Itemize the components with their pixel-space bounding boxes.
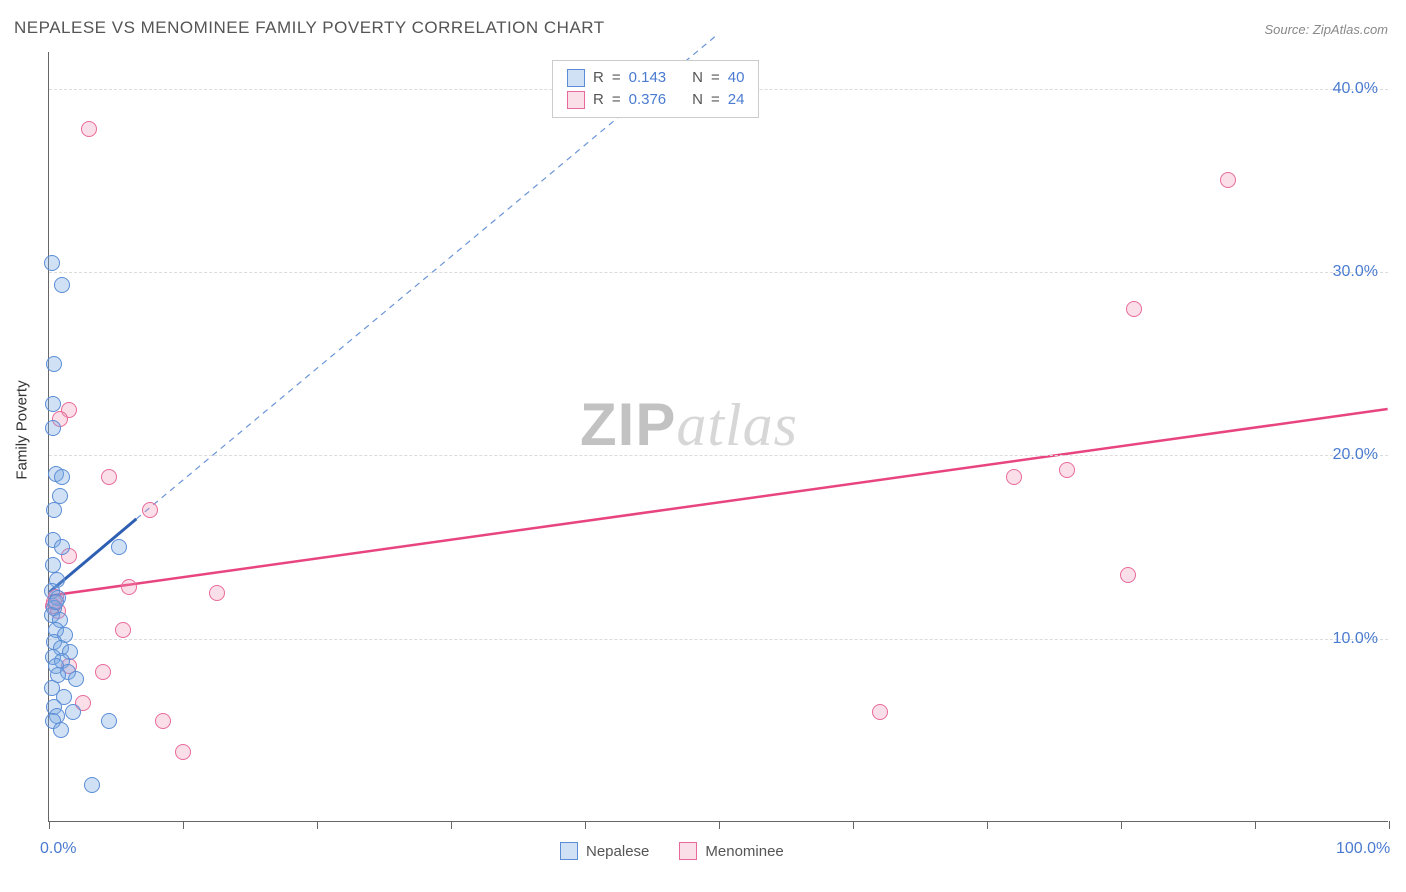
equals-sign: = <box>612 89 621 111</box>
gridline-h <box>49 272 1388 273</box>
marker-menominee <box>1120 567 1136 583</box>
chart-container: NEPALESE VS MENOMINEE FAMILY POVERTY COR… <box>0 0 1406 892</box>
r-value-nepalese: 0.143 <box>629 67 667 89</box>
source-label: Source: ZipAtlas.com <box>1264 22 1388 37</box>
x-tick-label: 100.0% <box>1336 840 1390 858</box>
marker-menominee <box>121 579 137 595</box>
marker-menominee <box>175 744 191 760</box>
y-tick-label: 20.0% <box>1333 446 1378 464</box>
marker-menominee <box>1059 462 1075 478</box>
legend-swatch-nepalese <box>560 842 578 860</box>
series-legend: Nepalese Menominee <box>560 842 784 860</box>
marker-nepalese <box>111 539 127 555</box>
trend-line <box>49 409 1387 596</box>
legend-label-nepalese: Nepalese <box>586 843 649 860</box>
y-tick-label: 40.0% <box>1333 80 1378 98</box>
equals-sign: = <box>711 89 720 111</box>
x-tick <box>183 821 184 829</box>
y-axis-title: Family Poverty <box>14 380 31 479</box>
marker-menominee <box>142 502 158 518</box>
correlation-legend: R = 0.143 N = 40 R = 0.376 N = 24 <box>552 60 759 118</box>
marker-menominee <box>1220 172 1236 188</box>
legend-label-menominee: Menominee <box>705 843 783 860</box>
marker-nepalese <box>53 722 69 738</box>
marker-menominee <box>115 622 131 638</box>
x-tick <box>1121 821 1122 829</box>
marker-nepalese <box>54 539 70 555</box>
marker-nepalese <box>45 420 61 436</box>
plot-area: 10.0% 20.0% 30.0% 40.0% <box>48 52 1388 822</box>
marker-menominee <box>209 585 225 601</box>
x-tick <box>1255 821 1256 829</box>
marker-nepalese <box>68 671 84 687</box>
legend-swatch-menominee <box>679 842 697 860</box>
x-tick <box>585 821 586 829</box>
legend-swatch-nepalese <box>567 69 585 87</box>
legend-item-menominee: Menominee <box>679 842 783 860</box>
legend-swatch-menominee <box>567 91 585 109</box>
n-label: N <box>692 67 703 89</box>
equals-sign: = <box>612 67 621 89</box>
y-tick-label: 10.0% <box>1333 630 1378 648</box>
x-tick <box>719 821 720 829</box>
r-value-menominee: 0.376 <box>629 89 667 111</box>
chart-title: NEPALESE VS MENOMINEE FAMILY POVERTY COR… <box>14 18 605 38</box>
marker-nepalese <box>44 255 60 271</box>
marker-nepalese <box>45 396 61 412</box>
x-tick-label: 0.0% <box>40 840 76 858</box>
x-tick <box>451 821 452 829</box>
r-label: R <box>593 67 604 89</box>
r-label: R <box>593 89 604 111</box>
x-tick <box>317 821 318 829</box>
x-tick <box>49 821 50 829</box>
marker-menominee <box>101 469 117 485</box>
x-tick <box>987 821 988 829</box>
marker-nepalese <box>101 713 117 729</box>
n-value-menominee: 24 <box>728 89 745 111</box>
marker-nepalese <box>84 777 100 793</box>
marker-menominee <box>155 713 171 729</box>
equals-sign: = <box>711 67 720 89</box>
x-tick <box>1389 821 1390 829</box>
y-tick-label: 30.0% <box>1333 263 1378 281</box>
n-value-nepalese: 40 <box>728 67 745 89</box>
marker-nepalese <box>65 704 81 720</box>
marker-nepalese <box>52 488 68 504</box>
marker-nepalese <box>54 469 70 485</box>
gridline-h <box>49 639 1388 640</box>
marker-menominee <box>1006 469 1022 485</box>
trend-lines-layer <box>49 52 1388 821</box>
n-label: N <box>692 89 703 111</box>
marker-nepalese <box>48 594 64 610</box>
marker-menominee <box>1126 301 1142 317</box>
x-tick <box>853 821 854 829</box>
legend-row-menominee: R = 0.376 N = 24 <box>567 89 744 111</box>
marker-nepalese <box>46 502 62 518</box>
marker-nepalese <box>54 277 70 293</box>
legend-row-nepalese: R = 0.143 N = 40 <box>567 67 744 89</box>
gridline-h <box>49 455 1388 456</box>
marker-menominee <box>872 704 888 720</box>
legend-item-nepalese: Nepalese <box>560 842 649 860</box>
marker-nepalese <box>45 557 61 573</box>
marker-menominee <box>81 121 97 137</box>
marker-menominee <box>95 664 111 680</box>
marker-nepalese <box>46 356 62 372</box>
